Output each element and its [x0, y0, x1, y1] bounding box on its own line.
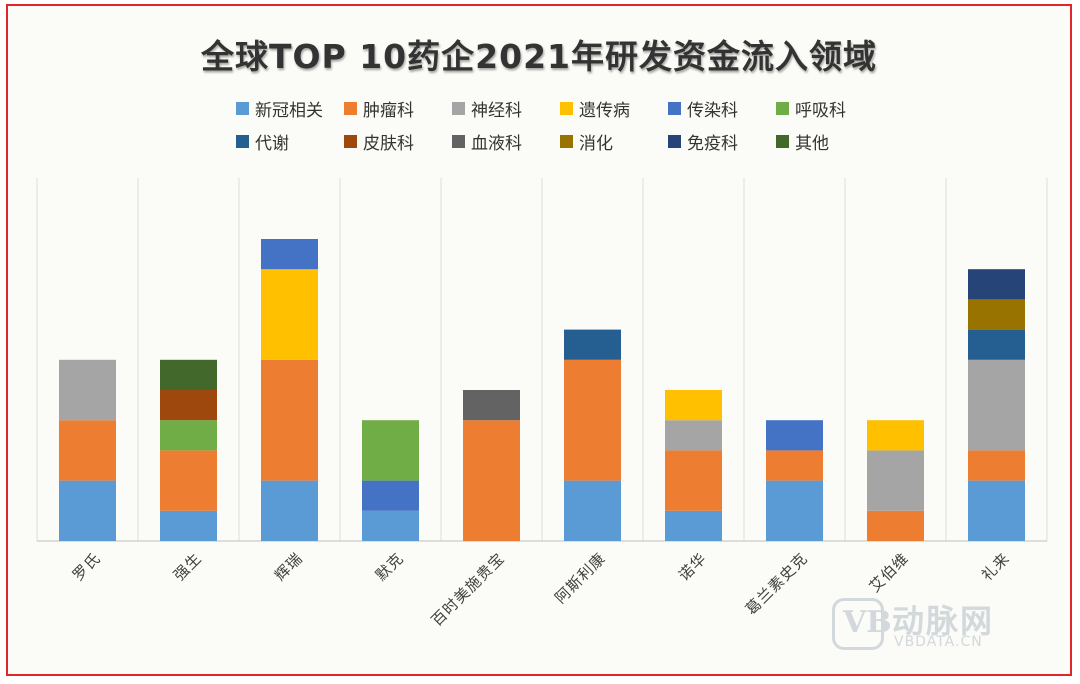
bar-segment [261, 239, 318, 270]
bar-segment [665, 390, 722, 421]
bar-segment [968, 480, 1025, 541]
legend-label: 血液科 [471, 134, 522, 154]
watermark-logo-letter: VB [843, 605, 892, 640]
x-tick-label: 默克 [372, 549, 407, 584]
chart-title: 全球TOP 10药企2021年研发资金流入领域 [200, 37, 877, 76]
x-tick-label: 诺华 [675, 549, 710, 584]
bar-segment [160, 420, 217, 451]
watermark-site: VBDATA.CN [894, 634, 983, 650]
legend-swatch [776, 102, 789, 115]
bar-segment [665, 450, 722, 511]
legend-swatch [344, 135, 357, 148]
legend-label: 传染科 [687, 101, 738, 121]
x-tick-label: 罗氏 [69, 549, 104, 584]
bar-segment [665, 420, 722, 451]
legend-item: 神经科 [452, 96, 560, 121]
bar-segment [261, 269, 318, 360]
legend-label: 呼吸科 [795, 101, 846, 121]
legend-label: 免疫科 [687, 134, 738, 154]
bar-segment [564, 480, 621, 541]
legend-item: 遗传病 [560, 96, 668, 121]
x-tick-label: 阿斯利康 [551, 549, 609, 607]
bar-segment [362, 420, 419, 481]
bar-segment [362, 510, 419, 541]
legend-item: 消化 [560, 129, 668, 154]
legend-label: 遗传病 [579, 101, 630, 121]
legend-swatch [776, 135, 789, 148]
legend-label: 新冠相关 [255, 101, 323, 121]
bar-segment [261, 480, 318, 541]
bar-segment [766, 420, 823, 451]
bar-segment [59, 420, 116, 481]
legend-item: 代谢 [236, 129, 344, 154]
bar-segment [968, 359, 1025, 451]
watermark-logo: VB [832, 598, 892, 650]
bar-segment [867, 420, 924, 451]
bar-segment [463, 420, 520, 541]
legend-item: 皮肤科 [344, 129, 452, 154]
x-tick-label: 百时美施贵宝 [428, 549, 509, 630]
chart-frame: 全球TOP 10药企2021年研发资金流入领域 新冠相关 肿瘤科 神经科 遗传病 传染科… [6, 4, 1072, 676]
legend-swatch [560, 135, 573, 148]
bar-segment [59, 480, 116, 541]
legend-item: 新冠相关 [236, 96, 344, 121]
bar-segment [968, 450, 1025, 481]
bar-segment [160, 450, 217, 511]
bar-segment [564, 359, 621, 481]
legend-swatch [668, 102, 681, 115]
bar-segment [766, 480, 823, 541]
legend-swatch [344, 102, 357, 115]
bar-segment [160, 510, 217, 541]
legend-swatch [236, 135, 249, 148]
legend-label: 神经科 [471, 101, 522, 121]
legend-swatch [236, 102, 249, 115]
legend-swatch [452, 135, 465, 148]
x-tick-label: 辉瑞 [271, 549, 306, 584]
x-tick-label: 葛兰素史克 [742, 549, 811, 618]
bar-segment [160, 390, 217, 421]
legend-label: 皮肤科 [363, 134, 414, 154]
bar-segment [968, 329, 1025, 360]
bar-segment [968, 269, 1025, 300]
chart-legend: 新冠相关 肿瘤科 神经科 遗传病 传染科 呼吸科代谢 皮肤科 血液科 消化 免疫科 其他 [236, 96, 936, 154]
legend-label: 肿瘤科 [363, 101, 414, 121]
legend-item: 呼吸科 [776, 96, 884, 121]
legend-swatch [560, 102, 573, 115]
legend-label: 代谢 [255, 134, 289, 154]
legend-item: 血液科 [452, 129, 560, 154]
legend-swatch [668, 135, 681, 148]
bar-segment [968, 299, 1025, 330]
bar-segment [766, 450, 823, 481]
legend-item: 其他 [776, 129, 884, 154]
bar-segment [665, 510, 722, 541]
watermark: VB 动脉网 VBDATA.CN [832, 596, 1042, 656]
bar-segment [160, 359, 217, 390]
watermark-brand: 动脉网 [892, 602, 995, 640]
legend-label: 消化 [579, 134, 613, 154]
legend-item: 免疫科 [668, 129, 776, 154]
bar-segment [867, 510, 924, 541]
bar-segment [362, 480, 419, 511]
legend-item: 肿瘤科 [344, 96, 452, 121]
bar-segment [564, 329, 621, 360]
bar-segment [867, 450, 924, 511]
bar-segment [261, 359, 318, 481]
legend-item: 传染科 [668, 96, 776, 121]
x-tick-label: 礼来 [978, 549, 1013, 584]
legend-swatch [452, 102, 465, 115]
legend-label: 其他 [795, 134, 829, 154]
bar-segment [463, 390, 520, 421]
bar-segment [59, 359, 116, 421]
x-tick-label: 艾伯维 [866, 549, 913, 596]
x-tick-label: 强生 [170, 549, 205, 584]
